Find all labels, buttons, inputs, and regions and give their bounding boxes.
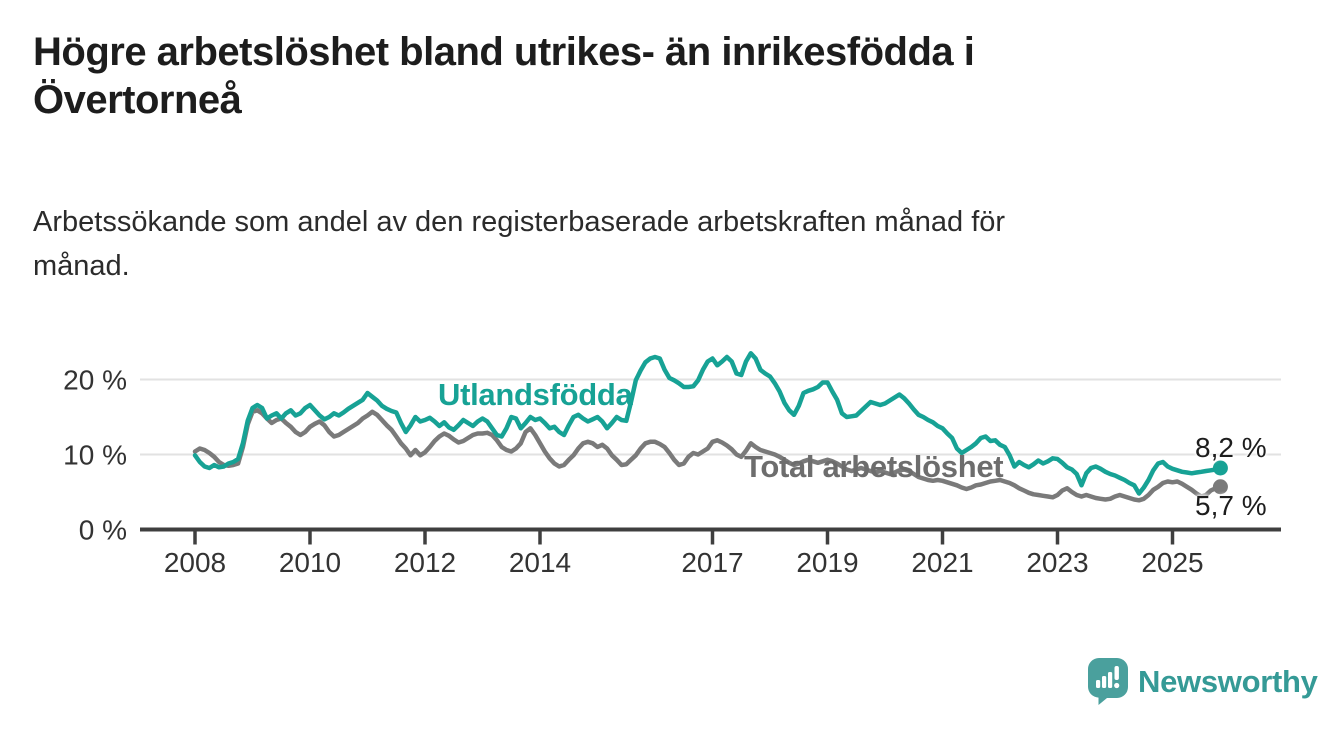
x-axis-label-2021: 2021 (911, 547, 973, 578)
title-line-2: Övertorneå (33, 78, 242, 122)
x-axis-label-2023: 2023 (1026, 547, 1088, 578)
x-axis-label-2014: 2014 (509, 547, 571, 578)
title-line-1: Högre arbetslöshet bland utrikes- än inr… (33, 30, 975, 74)
y-axis-label-20: 20 % (63, 365, 127, 396)
subtitle-line-1: Arbetssökande som andel av den registerb… (33, 206, 1006, 238)
end-dot-total-arbetsl-shet (1212, 479, 1228, 495)
chart-subtitle: Arbetssökande som andel av den registerb… (33, 200, 1253, 288)
x-axis-label-2008: 2008 (164, 547, 226, 578)
subtitle-line-2: månad. (33, 250, 130, 282)
y-axis-label-0: 0 % (79, 515, 127, 546)
x-axis-label-2010: 2010 (279, 547, 341, 578)
line-utlandsf-dda (192, 351, 1223, 496)
newsworthy-logo: Newsworthy (1088, 658, 1318, 705)
series-label-utlandsfodda: Utlandsfödda (438, 377, 633, 412)
page-title: Högre arbetslöshet bland utrikes- än inr… (33, 28, 1153, 124)
x-axis-label-2012: 2012 (394, 547, 456, 578)
x-axis-label-2019: 2019 (796, 547, 858, 578)
newsworthy-logo-text: Newsworthy (1138, 663, 1318, 699)
line-total-arbetsl-shet (192, 408, 1223, 503)
series-label-total-arbetsloshet: Total arbetslöshet (744, 449, 1004, 484)
x-axis-label-2017: 2017 (681, 547, 743, 578)
newsworthy-speech-bubble-bar-chart-icon (1088, 658, 1128, 705)
end-value-label-total: 5,7 % (1195, 490, 1267, 521)
y-axis-label-10: 10 % (63, 440, 127, 471)
end-dot-utlandsf-dda (1212, 460, 1228, 476)
end-value-label-utlandsfodda: 8,2 % (1195, 432, 1267, 463)
x-axis-label-2025: 2025 (1141, 547, 1203, 578)
